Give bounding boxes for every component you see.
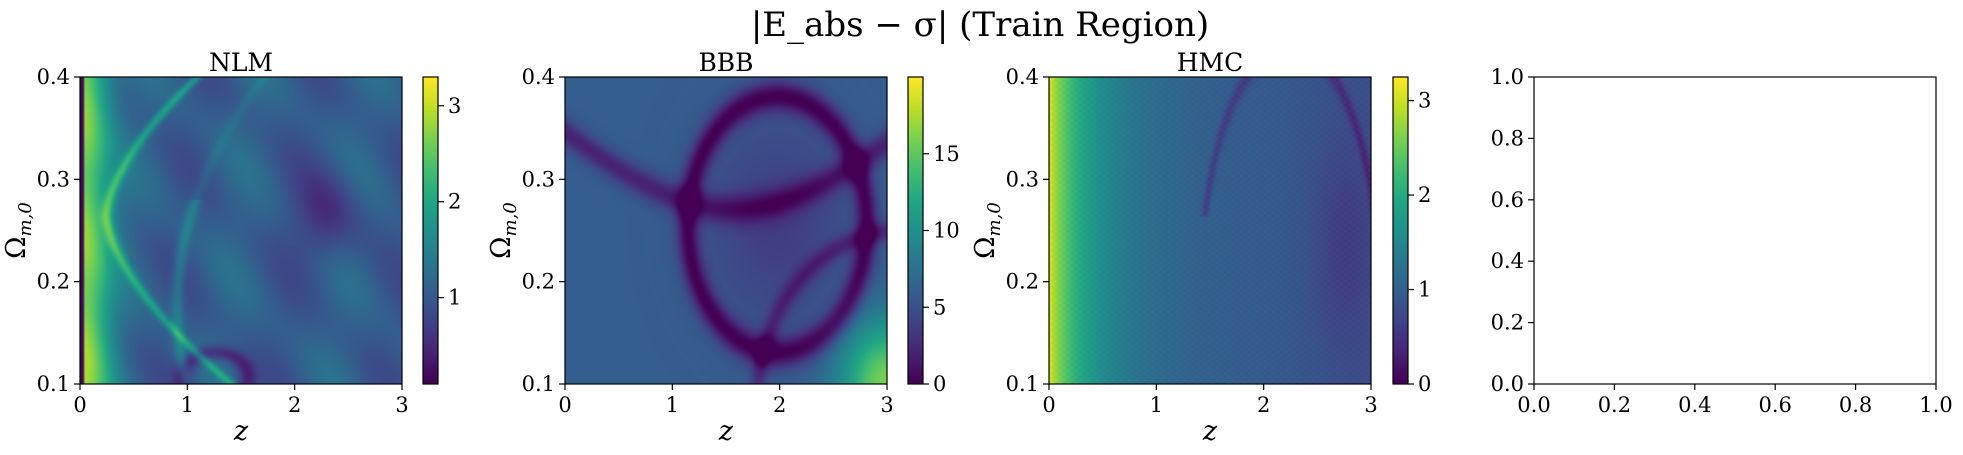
x-axis-label: z bbox=[1202, 416, 1218, 447]
axes-frame bbox=[1048, 76, 1372, 385]
y-tick-label: 0.2 bbox=[1006, 270, 1039, 294]
colorbar-tick-label: 1 bbox=[448, 286, 461, 310]
colorbar-tick-label: 2 bbox=[1418, 183, 1431, 207]
x-tick-label: 1.0 bbox=[1919, 393, 1952, 417]
colorbar: 0 1 2 3 bbox=[1392, 76, 1431, 396]
x-tick-label: 2 bbox=[1257, 393, 1270, 417]
x-tick-label: 1 bbox=[181, 393, 194, 417]
colorbar-tick-label: 2 bbox=[448, 190, 461, 214]
y-tick-label: 0.6 bbox=[1491, 188, 1524, 212]
panel-title: HMC bbox=[1177, 48, 1244, 77]
panel-empty: 0.0 0.2 0.4 0.6 0.8 1.0 0.0 0.2 0.4 0.6 0.8 1.0 bbox=[1491, 65, 1953, 417]
y-axis-label: Ωm,0 bbox=[486, 202, 521, 259]
x-axis-label: z bbox=[233, 416, 249, 447]
y-tick-label: 0.4 bbox=[37, 65, 70, 89]
y-tick-label: 0.4 bbox=[1491, 249, 1524, 273]
heatmap-image bbox=[565, 77, 887, 384]
colorbar-frame bbox=[1392, 76, 1409, 385]
y-tick-label: 0.1 bbox=[1006, 372, 1039, 396]
colorbar-tick-label: 5 bbox=[933, 295, 946, 319]
y-tick-label: 0.1 bbox=[522, 372, 555, 396]
panel-hmc: 0 1 2 3 0.1 0.2 0.3 0.4 HMC z Ωm,0 0 1 2 3 bbox=[970, 48, 1431, 447]
colorbar-gradient bbox=[423, 77, 438, 384]
y-tick-label: 0.0 bbox=[1491, 372, 1524, 396]
colorbar-tick-label: 0 bbox=[933, 372, 946, 396]
colorbar-gradient bbox=[1393, 77, 1408, 384]
panels: 0 1 2 3 0.1 0.2 0.3 0.4 NLM z Ωm,0 1 2 3 0 1 2 3 0.1 0.2 0.3… bbox=[1, 48, 1953, 447]
y-tick-label: 0.2 bbox=[1491, 311, 1524, 335]
x-tick-label: 1 bbox=[1150, 393, 1163, 417]
colorbar-tick-label: 0 bbox=[1418, 372, 1431, 396]
x-tick-label: 0.4 bbox=[1678, 393, 1711, 417]
x-tick-label: 0.6 bbox=[1758, 393, 1791, 417]
panel-nlm: 0 1 2 3 0.1 0.2 0.3 0.4 NLM z Ωm,0 1 2 3 bbox=[1, 48, 461, 447]
axes-frame bbox=[564, 76, 888, 385]
axes-frame bbox=[79, 76, 403, 385]
x-tick-label: 0.8 bbox=[1839, 393, 1872, 417]
colorbar: 1 2 3 bbox=[422, 76, 461, 385]
heatmap-image bbox=[80, 77, 402, 384]
colorbar-tick-label: 1 bbox=[1418, 278, 1431, 302]
panel-title: NLM bbox=[209, 48, 273, 77]
y-tick-label: 0.4 bbox=[1006, 65, 1039, 89]
x-tick-label: 1 bbox=[666, 393, 679, 417]
colorbar-frame bbox=[422, 76, 439, 385]
y-tick-label: 1.0 bbox=[1491, 65, 1524, 89]
x-tick-label: 3 bbox=[395, 393, 408, 417]
axes-frame bbox=[1533, 76, 1937, 385]
y-tick-label: 0.3 bbox=[37, 167, 70, 191]
y-axis-label: Ωm,0 bbox=[970, 202, 1005, 259]
x-tick-label: 0 bbox=[1042, 393, 1055, 417]
colorbar: 0 5 10 15 bbox=[907, 76, 960, 396]
y-tick-label: 0.1 bbox=[37, 372, 70, 396]
figure-title: |E_abs − σ| (Train Region) bbox=[751, 5, 1209, 45]
y-tick-label: 0.3 bbox=[1006, 167, 1039, 191]
y-tick-label: 0.8 bbox=[1491, 126, 1524, 150]
heatmap-image bbox=[1049, 77, 1371, 384]
y-tick-label: 0.4 bbox=[522, 65, 555, 89]
y-tick-label: 0.2 bbox=[37, 270, 70, 294]
x-tick-label: 2 bbox=[288, 393, 301, 417]
panel-bbb: 0 1 2 3 0.1 0.2 0.3 0.4 BBB z Ωm,0 0 5 10 15 bbox=[486, 48, 960, 447]
x-tick-label: 0 bbox=[73, 393, 86, 417]
x-axis-label: z bbox=[718, 416, 734, 447]
x-tick-label: 3 bbox=[880, 393, 893, 417]
colorbar-tick-label: 3 bbox=[1418, 89, 1431, 113]
y-tick-label: 0.3 bbox=[522, 167, 555, 191]
panel-title: BBB bbox=[698, 48, 753, 77]
y-axis-label: Ωm,0 bbox=[1, 202, 36, 259]
x-tick-label: 0 bbox=[558, 393, 571, 417]
colorbar-tick-label: 15 bbox=[933, 142, 960, 166]
x-tick-label: 0.0 bbox=[1517, 393, 1550, 417]
colorbar-tick-label: 10 bbox=[933, 219, 960, 243]
x-tick-label: 3 bbox=[1364, 393, 1377, 417]
colorbar-gradient bbox=[908, 77, 923, 384]
y-tick-label: 0.2 bbox=[522, 270, 555, 294]
x-tick-label: 0.2 bbox=[1598, 393, 1631, 417]
colorbar-tick-label: 3 bbox=[448, 94, 461, 118]
x-tick-label: 2 bbox=[773, 393, 786, 417]
